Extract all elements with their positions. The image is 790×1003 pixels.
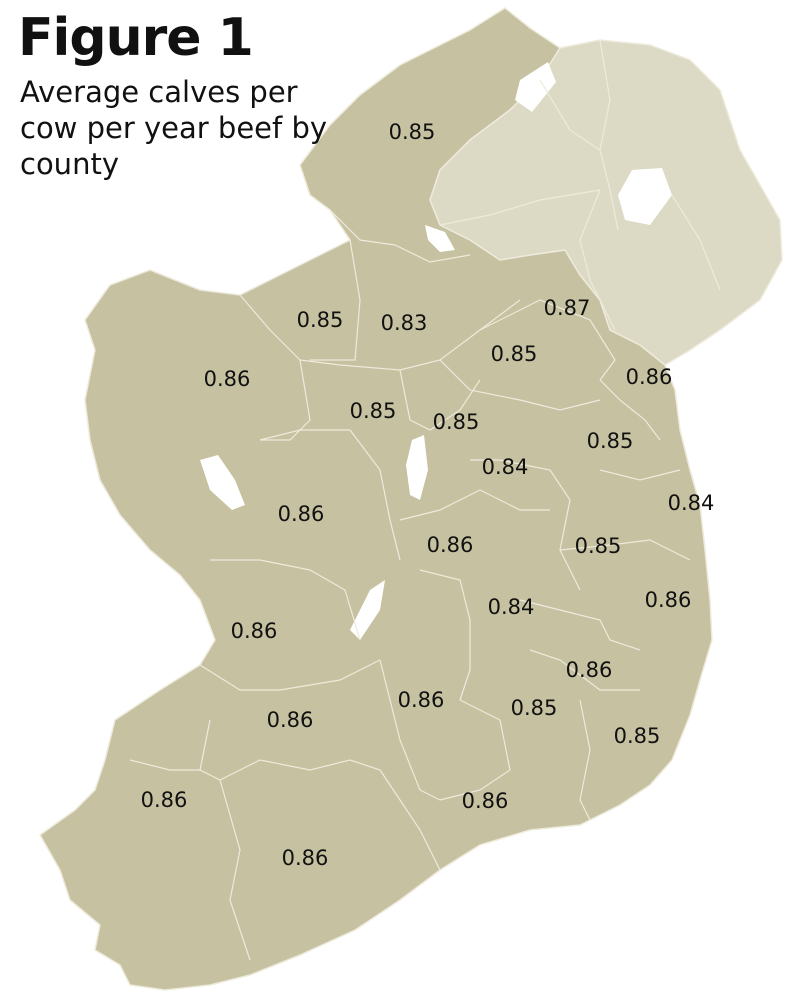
lough-corrib: [200, 455, 245, 510]
county-value-label: 0.85: [587, 429, 634, 453]
county-value-label: 0.85: [389, 120, 436, 144]
county-value-label: 0.85: [491, 342, 538, 366]
county-value-label: 0.86: [462, 789, 509, 813]
county-value-label: 0.84: [482, 455, 529, 479]
county-value-label: 0.86: [626, 365, 673, 389]
figure-title: Figure 1: [18, 8, 254, 68]
county-labels: 0.85 0.87 0.85 0.83 0.86 0.85 0.85 0.86 …: [141, 120, 715, 870]
northern-ireland-borders: [439, 39, 721, 331]
county-value-label: 0.85: [614, 724, 661, 748]
lough-foyle: [515, 62, 556, 112]
county-value-label: 0.86: [566, 658, 613, 682]
county-value-label: 0.86: [282, 846, 329, 870]
county-value-label: 0.85: [575, 534, 622, 558]
lough-derg: [350, 580, 385, 640]
county-value-label: 0.87: [544, 296, 591, 320]
county-value-label: 0.85: [297, 308, 344, 332]
county-value-label: 0.86: [278, 502, 325, 526]
county-value-label: 0.83: [381, 311, 428, 335]
county-value-label: 0.84: [668, 491, 715, 515]
lough-erne: [425, 225, 455, 252]
county-value-label: 0.86: [427, 533, 474, 557]
county-value-label: 0.85: [511, 696, 558, 720]
county-value-label: 0.85: [350, 399, 397, 423]
county-value-label: 0.86: [398, 688, 445, 712]
county-value-label: 0.86: [231, 619, 278, 643]
county-borders: [129, 209, 691, 961]
county-value-label: 0.86: [204, 367, 251, 391]
county-value-label: 0.86: [141, 788, 188, 812]
lough-neagh: [618, 168, 672, 225]
northern-ireland-landmass: [429, 39, 783, 366]
county-value-label: 0.86: [645, 588, 692, 612]
lough-ree: [406, 435, 428, 500]
figure-subtitle: Average calves per cow per year beef by …: [20, 75, 328, 181]
county-value-label: 0.86: [267, 708, 314, 732]
county-value-label: 0.84: [488, 595, 535, 619]
county-value-label: 0.85: [433, 410, 480, 434]
